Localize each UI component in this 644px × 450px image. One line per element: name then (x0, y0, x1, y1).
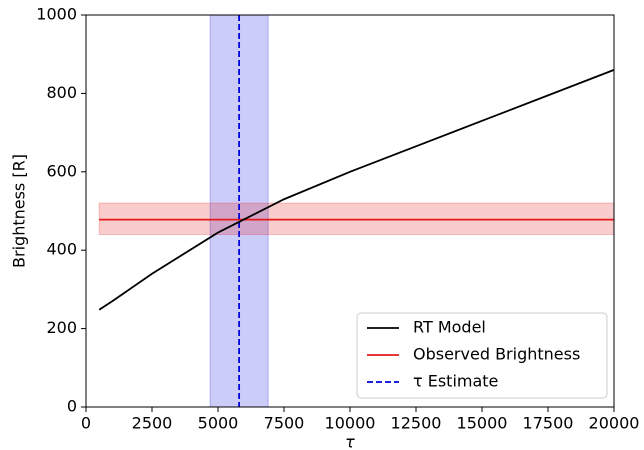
x-tick-label: 2500 (132, 414, 173, 433)
x-tick-label: 17500 (523, 414, 574, 433)
series-line (98, 69, 615, 311)
y-axis-label: Brightness [R] (10, 154, 29, 268)
x-tick-label: 0 (81, 414, 91, 433)
x-tick-label: 12500 (391, 414, 442, 433)
x-tick-label: 5000 (198, 414, 239, 433)
x-tick-label: 15000 (457, 414, 508, 433)
legend-label: Observed Brightness (413, 345, 580, 364)
y-tick-label: 1000 (36, 5, 77, 24)
legend-box (356, 312, 608, 399)
legend-label: τ Estimate (413, 372, 498, 391)
x-tick-label: 10000 (325, 414, 376, 433)
x-tick-label: 7500 (264, 414, 305, 433)
y-tick-label: 600 (46, 161, 77, 180)
y-tick-label: 800 (46, 83, 77, 102)
x-axis-label: τ (345, 433, 355, 450)
y-tick-label: 0 (67, 397, 77, 416)
x-tick-label: 20000 (589, 414, 640, 433)
legend-label: RT Model (413, 318, 486, 337)
y-tick-label: 200 (46, 318, 77, 337)
y-tick-label: 400 (46, 240, 77, 259)
